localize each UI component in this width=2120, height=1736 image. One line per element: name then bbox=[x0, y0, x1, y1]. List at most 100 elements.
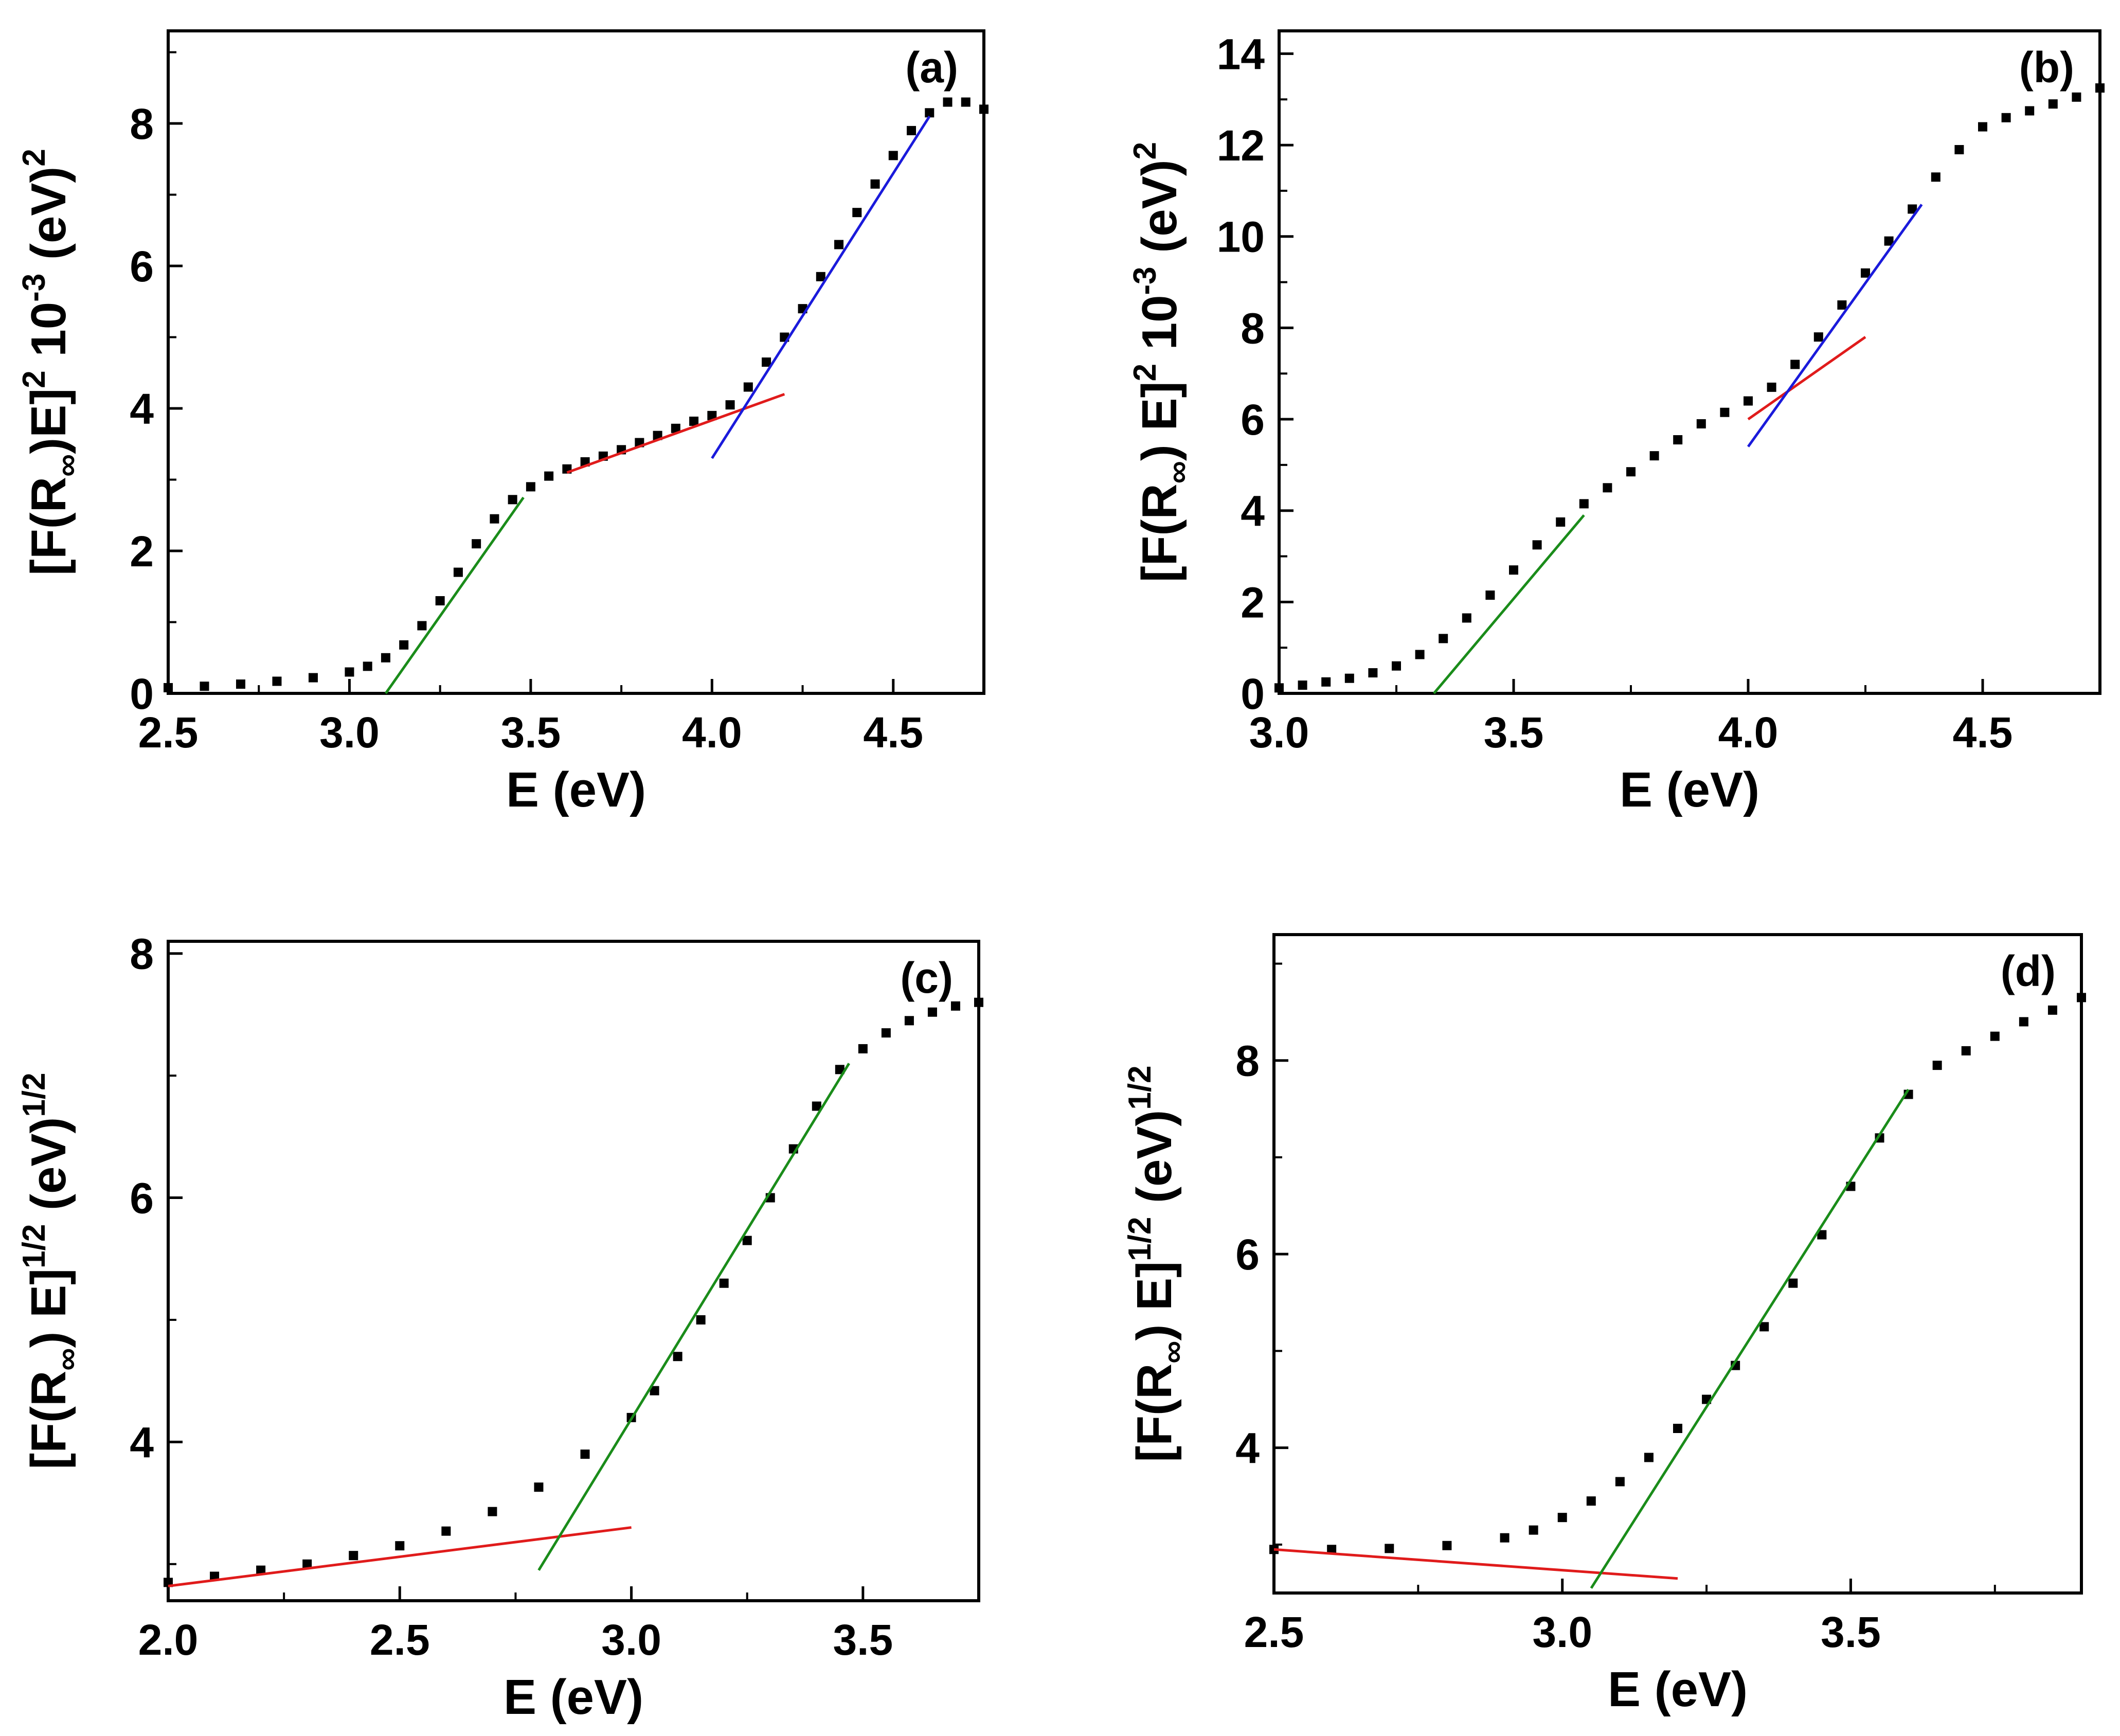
data-point bbox=[272, 676, 282, 686]
data-point bbox=[2077, 993, 2086, 1003]
y-tick-label: 14 bbox=[1217, 30, 1265, 78]
data-point bbox=[417, 621, 427, 631]
data-point bbox=[2001, 113, 2011, 122]
x-tick-label: 4.5 bbox=[863, 708, 923, 757]
data-point bbox=[472, 539, 481, 549]
data-point bbox=[1817, 1230, 1827, 1240]
data-point bbox=[210, 1571, 220, 1581]
y-axis-title-part: 2 bbox=[16, 149, 52, 166]
data-point bbox=[725, 400, 735, 410]
y-axis-title-part: ∞ bbox=[1155, 1340, 1191, 1363]
data-point bbox=[1837, 300, 1847, 310]
y-tick-label: 12 bbox=[1217, 121, 1265, 170]
fit-line bbox=[384, 496, 525, 694]
panel-letter: (b) bbox=[2019, 43, 2074, 92]
panel-b: 3.0 3.5 4.0 4.5 0 2 4 6 8 10 12 14 (b) E (eV) [F(R∞) E… bbox=[1127, 29, 2105, 817]
data-point bbox=[534, 1482, 544, 1492]
fit-line bbox=[711, 115, 931, 459]
panel-letter: (c) bbox=[900, 954, 953, 1002]
data-point bbox=[308, 673, 318, 683]
data-point bbox=[974, 997, 983, 1007]
data-point bbox=[673, 1352, 682, 1362]
data-point bbox=[1673, 1424, 1682, 1433]
x-tick-label: 3.5 bbox=[500, 708, 561, 757]
y-tick-label: 2 bbox=[130, 527, 154, 576]
y-axis-title-part: 1/2 bbox=[1122, 1065, 1158, 1109]
y-axis-title-part: [F(R bbox=[1127, 1364, 1182, 1462]
data-point bbox=[381, 653, 390, 663]
plot-frame bbox=[167, 940, 980, 1602]
data-point bbox=[762, 357, 771, 367]
data-point bbox=[1990, 1031, 2000, 1041]
x-tick-label: 3.0 bbox=[1532, 1608, 1592, 1656]
data-point bbox=[508, 495, 517, 505]
x-tick-label: 3.0 bbox=[601, 1616, 661, 1664]
y-tick-label: 0 bbox=[1241, 670, 1265, 718]
data-point bbox=[1500, 1533, 1510, 1543]
data-point bbox=[696, 1315, 706, 1325]
y-tick-label: 8 bbox=[130, 930, 154, 978]
y-axis-title: [F(R∞) E]2 10-3 (eV)2 bbox=[1127, 142, 1196, 582]
plot-frame bbox=[167, 29, 985, 695]
data-point bbox=[395, 1541, 405, 1551]
y-axis-title-part: 1/2 bbox=[1122, 1217, 1158, 1261]
y-tick-label: 8 bbox=[130, 100, 154, 148]
data-point bbox=[544, 471, 554, 481]
x-axis-title: E (eV) bbox=[1620, 762, 1759, 817]
y-tick-label: 4 bbox=[1241, 487, 1265, 535]
data-point bbox=[1767, 382, 1776, 392]
data-point bbox=[2048, 99, 2058, 109]
x-axis-title: E (eV) bbox=[506, 762, 646, 817]
plot-frame bbox=[1272, 933, 2083, 1595]
y-axis-title-part: (eV) bbox=[1132, 159, 1187, 266]
fit-line bbox=[1433, 514, 1585, 694]
data-point bbox=[1529, 1525, 1538, 1535]
data-point bbox=[435, 596, 445, 605]
y-tick-label: 4 bbox=[130, 1418, 154, 1466]
y-axis-title-part: -3 bbox=[1127, 266, 1163, 295]
data-point bbox=[1931, 172, 1941, 182]
data-point bbox=[200, 682, 209, 691]
data-point bbox=[1298, 681, 1307, 690]
data-point bbox=[526, 482, 535, 492]
data-point bbox=[925, 108, 935, 118]
data-point bbox=[1274, 683, 1284, 693]
data-point bbox=[1813, 332, 1823, 342]
data-point bbox=[1603, 483, 1612, 493]
data-point bbox=[816, 272, 825, 281]
data-point bbox=[1579, 499, 1589, 509]
x-tick-label: 4.0 bbox=[682, 708, 742, 757]
data-point bbox=[1908, 204, 1917, 214]
data-point bbox=[707, 410, 717, 420]
data-point bbox=[1954, 145, 1964, 154]
x-tick-label: 4.0 bbox=[1718, 708, 1778, 757]
data-point bbox=[1626, 467, 1636, 477]
data-point bbox=[742, 1236, 752, 1245]
y-tick-label: 6 bbox=[130, 1174, 154, 1223]
fit-line bbox=[1590, 1088, 1910, 1589]
y-tick-label: 6 bbox=[1241, 396, 1265, 444]
y-axis-title-part: [F(R bbox=[1132, 484, 1187, 582]
x-tick-label: 3.5 bbox=[1821, 1608, 1881, 1656]
data-point bbox=[1861, 268, 1870, 278]
y-axis-title-part: 1/2 bbox=[16, 1072, 52, 1117]
data-point bbox=[453, 567, 463, 577]
data-point bbox=[719, 1278, 729, 1288]
y-tick-label: 2 bbox=[1241, 578, 1265, 627]
data-point bbox=[490, 514, 499, 524]
y-axis-title: [F(R∞) E]1/2 (eV)1/2 bbox=[1122, 1065, 1191, 1462]
data-point bbox=[1644, 1453, 1654, 1462]
data-point bbox=[2047, 1005, 2057, 1015]
y-axis-title: [F(R∞) E]1/2 (eV)1/2 bbox=[16, 1072, 85, 1469]
y-tick-label: 0 bbox=[130, 670, 154, 718]
y-axis-title-part: )E] bbox=[21, 388, 76, 454]
y-axis-title-part: (eV) bbox=[21, 167, 76, 274]
data-point bbox=[650, 1386, 659, 1395]
y-axis-title-part: (eV) bbox=[1127, 1110, 1182, 1217]
y-axis-title-part: 1/2 bbox=[16, 1224, 52, 1268]
data-point bbox=[363, 661, 372, 671]
data-point bbox=[835, 1065, 845, 1075]
